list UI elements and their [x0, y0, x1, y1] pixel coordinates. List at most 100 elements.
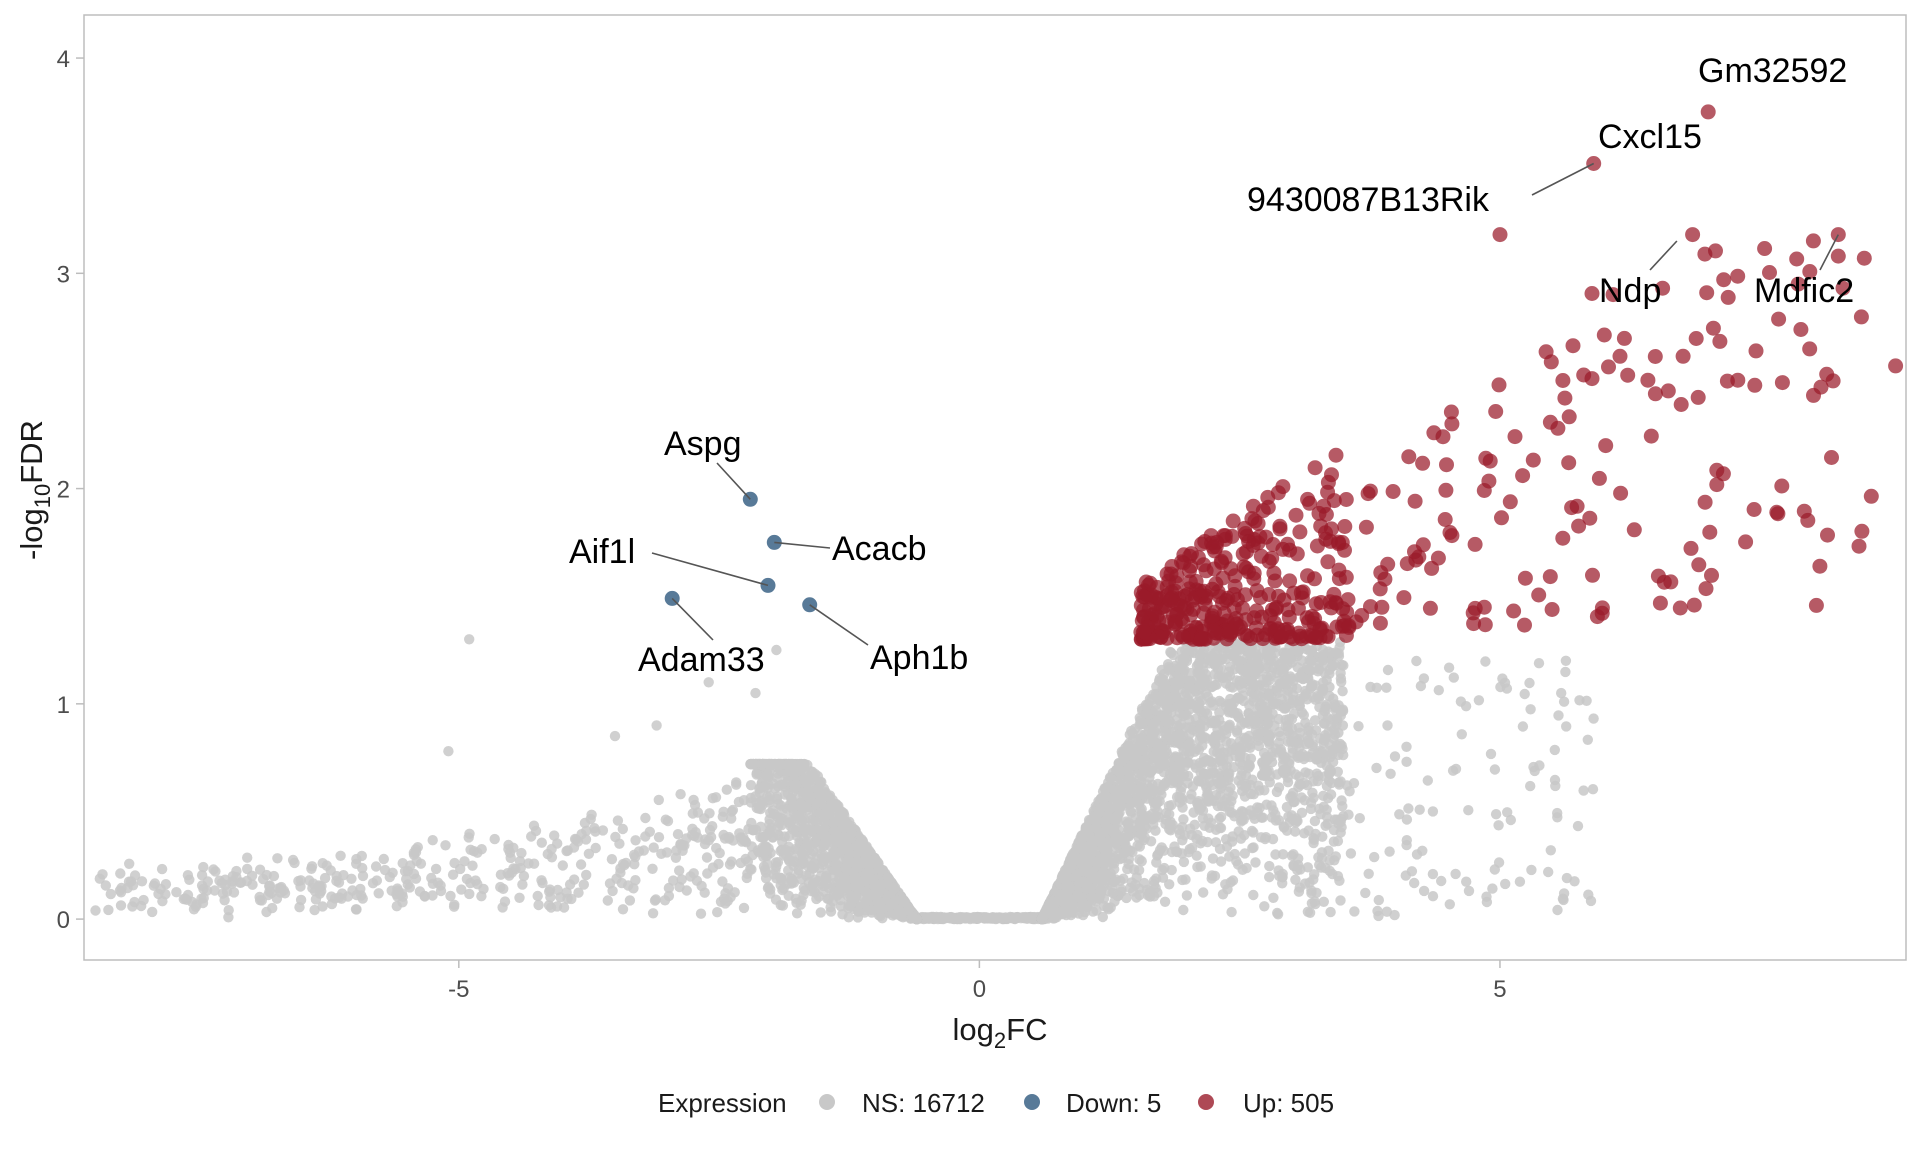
- ns-point-4363: [755, 782, 766, 793]
- ns-point-2170: [1270, 849, 1281, 860]
- ns-point-2235: [1151, 798, 1162, 810]
- ns-point-1802: [1226, 744, 1238, 756]
- ns-point-4582: [581, 869, 592, 881]
- ns-point-4508: [171, 887, 182, 898]
- ns-point-2702: [1109, 785, 1121, 796]
- ns-point-2676: [1160, 684, 1171, 695]
- ns-point-4589: [514, 892, 525, 903]
- ns-point-4382: [853, 906, 864, 917]
- ns-point-2900: [1448, 672, 1460, 683]
- ns-point-4596: [231, 865, 242, 877]
- ns-point-4243: [827, 794, 838, 806]
- ns-point-1915: [1126, 773, 1137, 784]
- ns-point-350: [1164, 879, 1175, 890]
- ns-point-4723: [726, 856, 737, 867]
- ns-point-4409: [889, 895, 901, 906]
- ns-point-1286: [1224, 723, 1235, 734]
- ns-point-2626: [1233, 826, 1244, 837]
- ns-point-4823: [221, 886, 233, 897]
- ns-point-4657: [610, 831, 621, 843]
- ns-point-4808: [568, 842, 580, 853]
- ns-point-2500: [1145, 836, 1157, 847]
- ns-point-2524: [1289, 826, 1301, 837]
- ns-point-1985: [1330, 647, 1342, 658]
- ns-point-4328: [800, 787, 811, 798]
- ns-point-4286: [818, 841, 829, 852]
- ns-point-4613: [721, 784, 732, 795]
- ns-point-2365: [1140, 814, 1151, 825]
- ns-point-2742: [1306, 729, 1318, 740]
- ns-point-2736: [1258, 653, 1270, 664]
- ns-point-1966: [1225, 877, 1236, 888]
- ns-point-850: [1225, 681, 1236, 692]
- up-point-101: [1272, 521, 1288, 537]
- ns-point-2381: [1278, 821, 1289, 832]
- ns-point-2860: [1285, 792, 1296, 803]
- ns-point-2586: [1114, 807, 1125, 818]
- ns-point-2890: [1490, 809, 1502, 820]
- ns-point-2525: [1334, 738, 1346, 750]
- ns-point-2795: [1561, 872, 1573, 884]
- ns-point-2874: [1552, 807, 1563, 819]
- ns-point-2520: [1287, 743, 1298, 754]
- ns-point-2734: [1099, 837, 1111, 849]
- ns-point-2628: [1317, 710, 1329, 721]
- ns-point-2688: [1318, 896, 1330, 907]
- ns-point-2806: [1373, 894, 1385, 906]
- ns-point-4824: [430, 863, 442, 875]
- ns-point-2714: [1229, 707, 1240, 718]
- ns-point-2864: [1549, 744, 1561, 756]
- ns-point-2907: [1587, 784, 1599, 795]
- ns-point-2766: [1381, 682, 1392, 693]
- ns-point-2682: [1236, 779, 1247, 790]
- ns-point-2792: [1427, 806, 1439, 817]
- ns-point-2421: [1195, 719, 1206, 730]
- ns-point-2677: [1205, 655, 1216, 666]
- ns-point-2823: [1293, 722, 1305, 733]
- ns-point-1620: [1134, 854, 1145, 865]
- ns-point-1201: [1215, 811, 1227, 823]
- ns-point-2342: [1268, 892, 1279, 903]
- ns-point-2816: [1401, 756, 1412, 767]
- ns-point-2746: [1168, 774, 1180, 785]
- ns-point-4836: [103, 904, 114, 916]
- ns-point-472: [1097, 911, 1109, 923]
- ns-point-4817: [558, 902, 570, 913]
- ns-point-2851: [1427, 868, 1439, 880]
- ns-point-1720: [1180, 874, 1191, 885]
- ns-point-2905: [1317, 655, 1329, 666]
- ns-point-2232: [1337, 720, 1349, 731]
- ns-point-2756: [1286, 713, 1298, 725]
- ns-point-4276: [801, 855, 813, 866]
- ns-point-4315: [809, 887, 820, 898]
- ns-point-2894: [1336, 822, 1347, 833]
- ns-point-683: [1178, 856, 1190, 868]
- ns-point-4404: [774, 812, 786, 823]
- ns-point-2288: [1208, 700, 1219, 711]
- ns-point-2555: [1194, 757, 1206, 769]
- ns-point-2595: [1152, 738, 1163, 749]
- ns-point-4813: [745, 863, 756, 875]
- ns-point-4639: [261, 906, 272, 918]
- ns-point-2839: [1382, 664, 1394, 676]
- ns-point-1518: [1290, 874, 1301, 885]
- ns-point-2581: [1133, 798, 1144, 810]
- ns-point-4748: [384, 871, 395, 883]
- ns-point-4797: [317, 901, 328, 912]
- ns-point-1798: [1317, 831, 1328, 842]
- ns-point-879: [1309, 815, 1321, 827]
- ns-point-2653: [1199, 732, 1210, 743]
- ns-point-2803: [1345, 848, 1357, 859]
- ns-point-2822: [1246, 825, 1258, 837]
- ns-point-2423: [1325, 789, 1337, 800]
- ns-point-147: [987, 912, 998, 923]
- ns-point-4696: [517, 879, 528, 890]
- ns-point-4572: [329, 893, 341, 904]
- ns-point-2884: [1461, 876, 1472, 887]
- ns-point-4829: [738, 902, 750, 914]
- ns-point-4597: [644, 826, 655, 837]
- ns-point-2828: [1561, 721, 1572, 732]
- ns-point-2212: [1098, 900, 1110, 912]
- ns-point-4699: [495, 881, 506, 893]
- ns-point-4691: [653, 832, 665, 843]
